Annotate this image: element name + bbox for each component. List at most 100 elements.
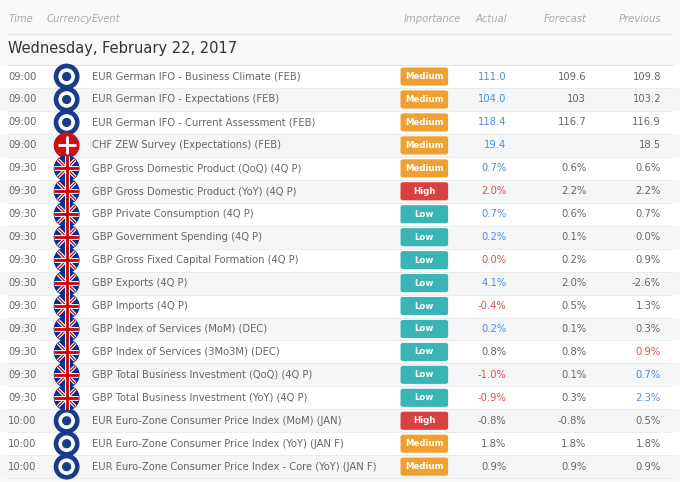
Text: 0.6%: 0.6% [561,209,586,219]
FancyBboxPatch shape [401,457,448,476]
Text: 0.6%: 0.6% [636,163,661,174]
FancyBboxPatch shape [401,159,448,177]
Text: GBP Total Business Investment (QoQ) (4Q P): GBP Total Business Investment (QoQ) (4Q … [92,370,312,380]
Text: Forecast: Forecast [543,14,586,24]
Text: CHF ZEW Survey (Expectations) (FEB): CHF ZEW Survey (Expectations) (FEB) [92,140,281,150]
Text: GBP Private Consumption (4Q P): GBP Private Consumption (4Q P) [92,209,254,219]
Text: 0.7%: 0.7% [636,209,661,219]
Text: 2.2%: 2.2% [636,186,661,196]
Text: Medium: Medium [405,141,443,150]
Text: 09:30: 09:30 [8,347,37,357]
Bar [0,363,680,387]
Text: GBP Gross Domestic Product (QoQ) (4Q P): GBP Gross Domestic Product (QoQ) (4Q P) [92,163,301,174]
Text: GBP Imports (4Q P): GBP Imports (4Q P) [92,301,188,311]
Text: 0.5%: 0.5% [561,301,586,311]
Ellipse shape [54,87,79,112]
Text: Low: Low [415,233,434,241]
Text: 1.8%: 1.8% [636,439,661,449]
Text: Low: Low [415,279,434,288]
FancyBboxPatch shape [401,67,448,86]
Ellipse shape [54,64,79,89]
Text: 09:30: 09:30 [8,301,37,311]
Bar [0,387,680,409]
Text: 0.9%: 0.9% [561,462,586,472]
Text: 10:00: 10:00 [8,439,37,449]
Text: 0.7%: 0.7% [636,370,661,380]
Text: GBP Exports (4Q P): GBP Exports (4Q P) [92,278,187,288]
Text: Medium: Medium [405,164,443,173]
Ellipse shape [63,440,71,448]
Text: EUR German IFO - Expectations (FEB): EUR German IFO - Expectations (FEB) [92,94,279,105]
Text: Low: Low [415,348,434,356]
Text: EUR Euro-Zone Consumer Price Index (MoM) (JAN): EUR Euro-Zone Consumer Price Index (MoM)… [92,416,341,426]
Text: 09:00: 09:00 [8,118,37,127]
Text: Medium: Medium [405,439,443,448]
Text: Low: Low [415,255,434,265]
Text: 0.5%: 0.5% [636,416,661,426]
FancyBboxPatch shape [401,136,448,154]
Ellipse shape [54,225,79,249]
Text: Medium: Medium [405,72,443,81]
Ellipse shape [59,115,74,130]
Text: GBP Government Spending (4Q P): GBP Government Spending (4Q P) [92,232,262,242]
Text: 10:00: 10:00 [8,462,37,472]
Text: 0.1%: 0.1% [561,232,586,242]
Bar [0,272,680,295]
Text: Importance: Importance [403,14,460,24]
Text: Wednesday, February 22, 2017: Wednesday, February 22, 2017 [8,41,237,56]
Text: EUR Euro-Zone Consumer Price Index - Core (YoY) (JAN F): EUR Euro-Zone Consumer Price Index - Cor… [92,462,376,472]
Text: 2.3%: 2.3% [636,393,661,403]
Ellipse shape [54,133,79,158]
Text: 0.9%: 0.9% [481,462,507,472]
Text: Event: Event [92,14,120,24]
Bar [0,318,680,340]
Ellipse shape [63,119,71,126]
Ellipse shape [63,73,71,80]
Text: 09:30: 09:30 [8,186,37,196]
Text: GBP Gross Fixed Capital Formation (4Q P): GBP Gross Fixed Capital Formation (4Q P) [92,255,299,265]
Text: 0.3%: 0.3% [561,393,586,403]
Text: 104.0: 104.0 [478,94,507,105]
Text: 0.2%: 0.2% [561,255,586,265]
FancyBboxPatch shape [401,435,448,453]
Text: GBP Index of Services (3Mo3M) (DEC): GBP Index of Services (3Mo3M) (DEC) [92,347,279,357]
Text: Medium: Medium [405,118,443,127]
Bar [0,226,680,249]
Text: 0.2%: 0.2% [481,324,507,334]
Text: 0.8%: 0.8% [561,347,586,357]
Ellipse shape [59,436,74,451]
Text: 09:30: 09:30 [8,278,37,288]
Text: 2.2%: 2.2% [561,186,586,196]
FancyBboxPatch shape [401,320,448,338]
Text: 09:00: 09:00 [8,94,37,105]
Text: 0.8%: 0.8% [481,347,507,357]
Text: 09:30: 09:30 [8,370,37,380]
Text: Low: Low [415,324,434,334]
FancyBboxPatch shape [401,182,448,201]
Text: 0.7%: 0.7% [481,163,507,174]
Text: 0.1%: 0.1% [561,370,586,380]
Text: Previous: Previous [618,14,661,24]
Ellipse shape [54,156,79,181]
Ellipse shape [54,431,79,456]
Text: GBP Index of Services (MoM) (DEC): GBP Index of Services (MoM) (DEC) [92,324,267,334]
Text: 18.5: 18.5 [639,140,661,150]
Ellipse shape [59,459,74,474]
Text: 09:30: 09:30 [8,324,37,334]
Bar [0,134,680,157]
Text: 09:00: 09:00 [8,71,37,81]
Text: 109.8: 109.8 [632,71,661,81]
Text: 09:30: 09:30 [8,209,37,219]
Bar [0,203,680,226]
Bar [0,409,680,432]
Ellipse shape [54,179,79,203]
Text: EUR German IFO - Current Assessment (FEB): EUR German IFO - Current Assessment (FEB… [92,118,315,127]
Text: 0.1%: 0.1% [561,324,586,334]
FancyBboxPatch shape [401,205,448,223]
Text: -0.9%: -0.9% [478,393,507,403]
FancyBboxPatch shape [401,274,448,292]
Text: High: High [413,187,435,196]
Text: 0.2%: 0.2% [481,232,507,242]
Ellipse shape [63,463,71,470]
Text: 103.2: 103.2 [632,94,661,105]
